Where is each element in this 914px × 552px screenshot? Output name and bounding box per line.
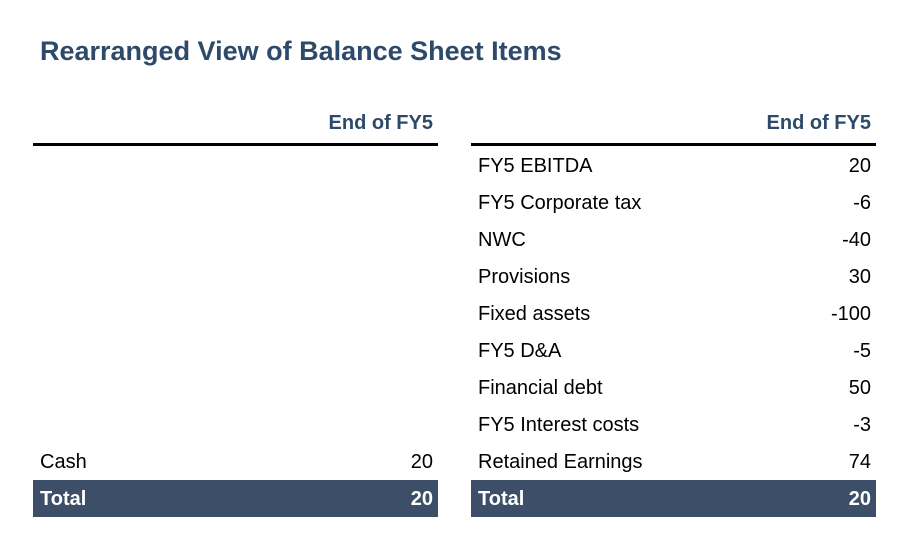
row-value: 20 xyxy=(410,451,433,473)
row-label: Provisions xyxy=(478,266,571,288)
row-value: 30 xyxy=(848,266,871,288)
total-label: Total xyxy=(40,488,87,510)
table-row: Retained Earnings 74 xyxy=(471,443,876,480)
table: End of FY5 Cash 20 Total 20 xyxy=(33,0,438,552)
row-label: Fixed assets xyxy=(478,303,591,325)
row-label: NWC xyxy=(478,229,526,251)
total-value: 20 xyxy=(848,488,871,510)
header-rule xyxy=(33,143,438,146)
column-header: End of FY5 xyxy=(328,112,433,134)
total-label: Total xyxy=(478,488,525,510)
row-value: 50 xyxy=(848,377,871,399)
header-rule xyxy=(471,143,876,146)
row-label: Financial debt xyxy=(478,377,603,399)
table-row: FY5 EBITDA 20 xyxy=(471,147,876,184)
total-row: Total 20 xyxy=(33,480,438,517)
row-label: FY5 Interest costs xyxy=(478,414,640,436)
row-label: FY5 D&A xyxy=(478,340,562,362)
row-value: -5 xyxy=(853,340,871,362)
table-row: FY5 Corporate tax -6 xyxy=(471,184,876,221)
row-value: 20 xyxy=(848,155,871,177)
row-value: -100 xyxy=(830,303,871,325)
table-row: Fixed assets -100 xyxy=(471,295,876,332)
total-value: 20 xyxy=(410,488,433,510)
column-header: End of FY5 xyxy=(766,112,871,134)
row-value: -40 xyxy=(842,229,871,251)
table-row: Provisions 30 xyxy=(471,258,876,295)
row-label: FY5 EBITDA xyxy=(478,155,593,177)
table-row: NWC -40 xyxy=(471,221,876,258)
table-row: FY5 Interest costs -3 xyxy=(471,406,876,443)
row-value: -3 xyxy=(853,414,871,436)
table-row: FY5 D&A -5 xyxy=(471,332,876,369)
row-value: 74 xyxy=(848,451,871,473)
row-label: FY5 Corporate tax xyxy=(478,192,642,214)
row-label: Cash xyxy=(40,451,87,473)
table-row: Cash 20 xyxy=(33,443,438,480)
page-title: Rearranged View of Balance Sheet Items xyxy=(40,36,562,66)
table: End of FY5 FY5 EBITDA 20 FY5 Corporate tax -… xyxy=(471,0,876,552)
table-row: Financial debt 50 xyxy=(471,369,876,406)
total-row: Total 20 xyxy=(471,480,876,517)
row-value: -6 xyxy=(853,192,871,214)
row-label: Retained Earnings xyxy=(478,451,643,473)
